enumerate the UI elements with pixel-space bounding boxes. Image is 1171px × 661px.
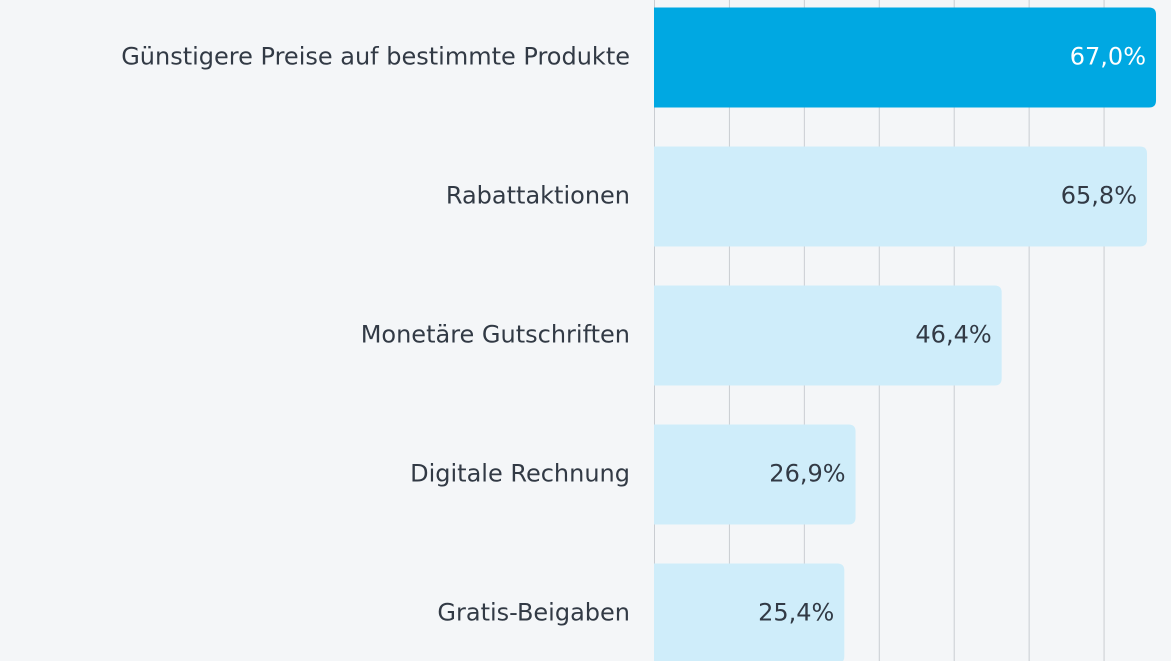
bar <box>654 7 1157 108</box>
category-label: Monetäre Gutschriften <box>361 321 630 349</box>
bar <box>654 424 856 525</box>
category-label: Günstigere Preise auf bestimmte Produkte <box>121 43 630 71</box>
category-label: Gratis-Beigaben <box>437 599 630 627</box>
value-label: 46,4% <box>915 321 991 349</box>
value-label: 25,4% <box>758 599 834 627</box>
bar <box>654 146 1148 247</box>
bar <box>654 563 845 661</box>
value-label: 67,0% <box>1070 43 1146 71</box>
value-label: 65,8% <box>1061 182 1137 210</box>
bar <box>654 285 1002 386</box>
value-label: 26,9% <box>769 460 845 488</box>
category-label: Digitale Rechnung <box>410 460 630 488</box>
category-label: Rabattaktionen <box>446 182 630 210</box>
